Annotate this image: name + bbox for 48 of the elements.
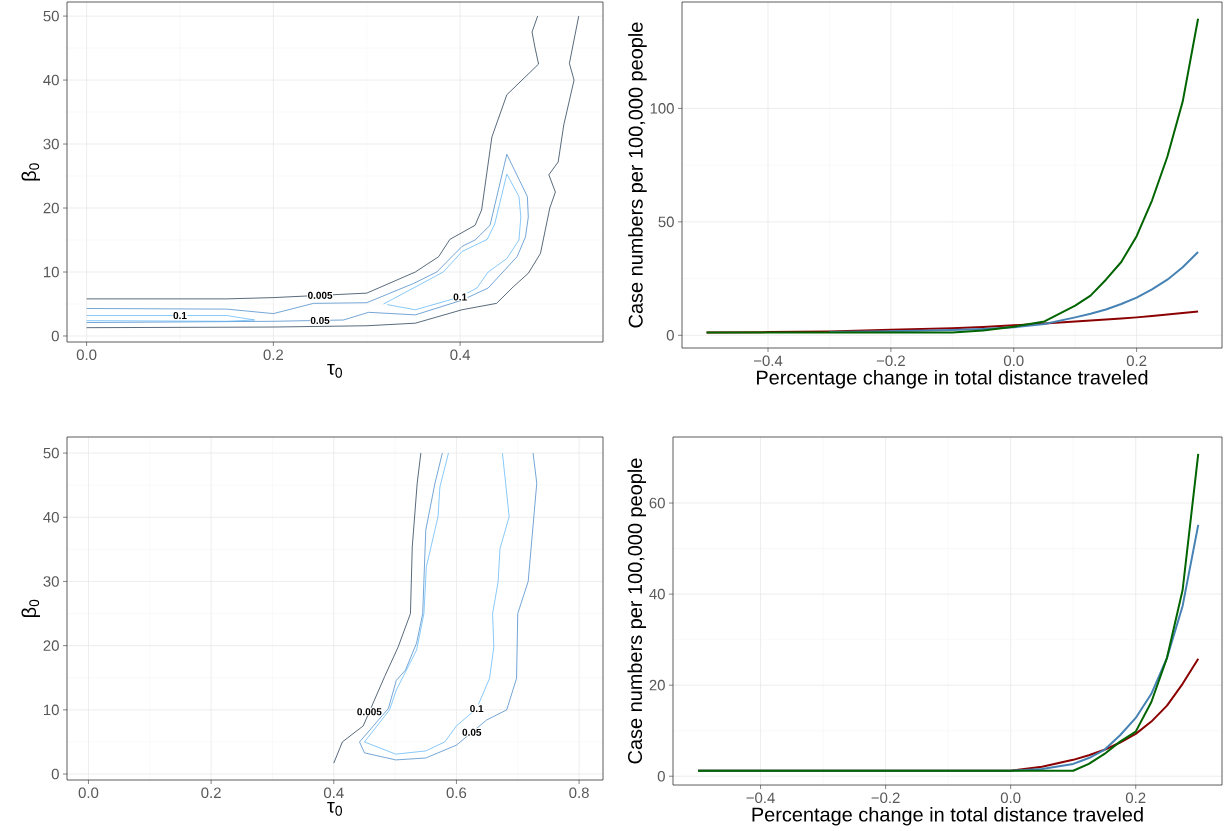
- y-axis-title: β$_{0}$: [21, 163, 41, 181]
- x-tick-label: 0.6: [446, 787, 467, 799]
- x-axis-title: Percentage change in total distance traveled: [757, 369, 1148, 389]
- y-tick-label: 10: [44, 266, 59, 278]
- y-tick-label: 20: [43, 640, 59, 651]
- y-tick-label: 40: [649, 588, 665, 600]
- annotation: 0.05: [310, 316, 330, 324]
- x-tick-label: −0.2: [876, 355, 905, 367]
- y-axis-title: β$_{0}$: [21, 599, 41, 617]
- y-tick-label: 0: [666, 330, 674, 341]
- annotation: 0.005: [307, 291, 333, 299]
- y-tick-label: 50: [658, 216, 674, 228]
- x-axis-title: Percentage change in total distance traveled: [752, 806, 1143, 826]
- x-tick-label: 0.2: [1126, 355, 1147, 367]
- y-tick-label: 40: [43, 74, 59, 86]
- x-tick-label: 0.0: [76, 349, 97, 361]
- x-tick-label: 0.2: [263, 349, 284, 361]
- annotation: 0.05: [462, 728, 482, 736]
- y-tick-label: 50: [43, 10, 59, 22]
- y-tick-label: 30: [43, 138, 59, 150]
- x-tick-label: −0.4: [746, 792, 775, 804]
- y-axis-title: Case numbers per 100,000 people: [627, 458, 647, 764]
- x-axis-title: τ$_{0}$: [327, 363, 343, 378]
- y-tick-label: 0: [51, 768, 59, 780]
- y-tick-label: 40: [43, 511, 59, 523]
- x-tick-label: −0.2: [871, 792, 900, 804]
- y-tick-label: 20: [43, 202, 59, 214]
- y-tick-label: 100: [650, 103, 674, 114]
- y-tick-label: 30: [43, 576, 59, 587]
- x-tick-label: 0.8: [569, 787, 589, 799]
- x-tick-label: 0.4: [323, 787, 344, 799]
- x-tick-label: 0.2: [1125, 792, 1146, 804]
- x-tick-label: 0.0: [78, 787, 99, 799]
- x-tick-label: 0.4: [450, 349, 471, 361]
- y-tick-label: 0: [657, 770, 665, 782]
- x-axis-title: τ$_{0}$: [327, 801, 343, 816]
- y-tick-label: 50: [43, 447, 59, 459]
- y-axis-title: Case numbers per 100,000 people: [628, 22, 647, 328]
- y-tick-label: 10: [44, 704, 59, 716]
- y-tick-label: 60: [649, 497, 665, 509]
- y-tick-label: 0: [51, 330, 59, 342]
- x-tick-label: 0.2: [201, 787, 221, 799]
- x-tick-label: 0.0: [1000, 792, 1021, 804]
- annotation: 0.1: [173, 312, 187, 320]
- x-tick-label: −0.4: [754, 355, 783, 367]
- y-tick-label: 20: [649, 679, 665, 691]
- x-tick-label: 0.0: [1003, 355, 1024, 367]
- annotation: 0.005: [357, 708, 382, 716]
